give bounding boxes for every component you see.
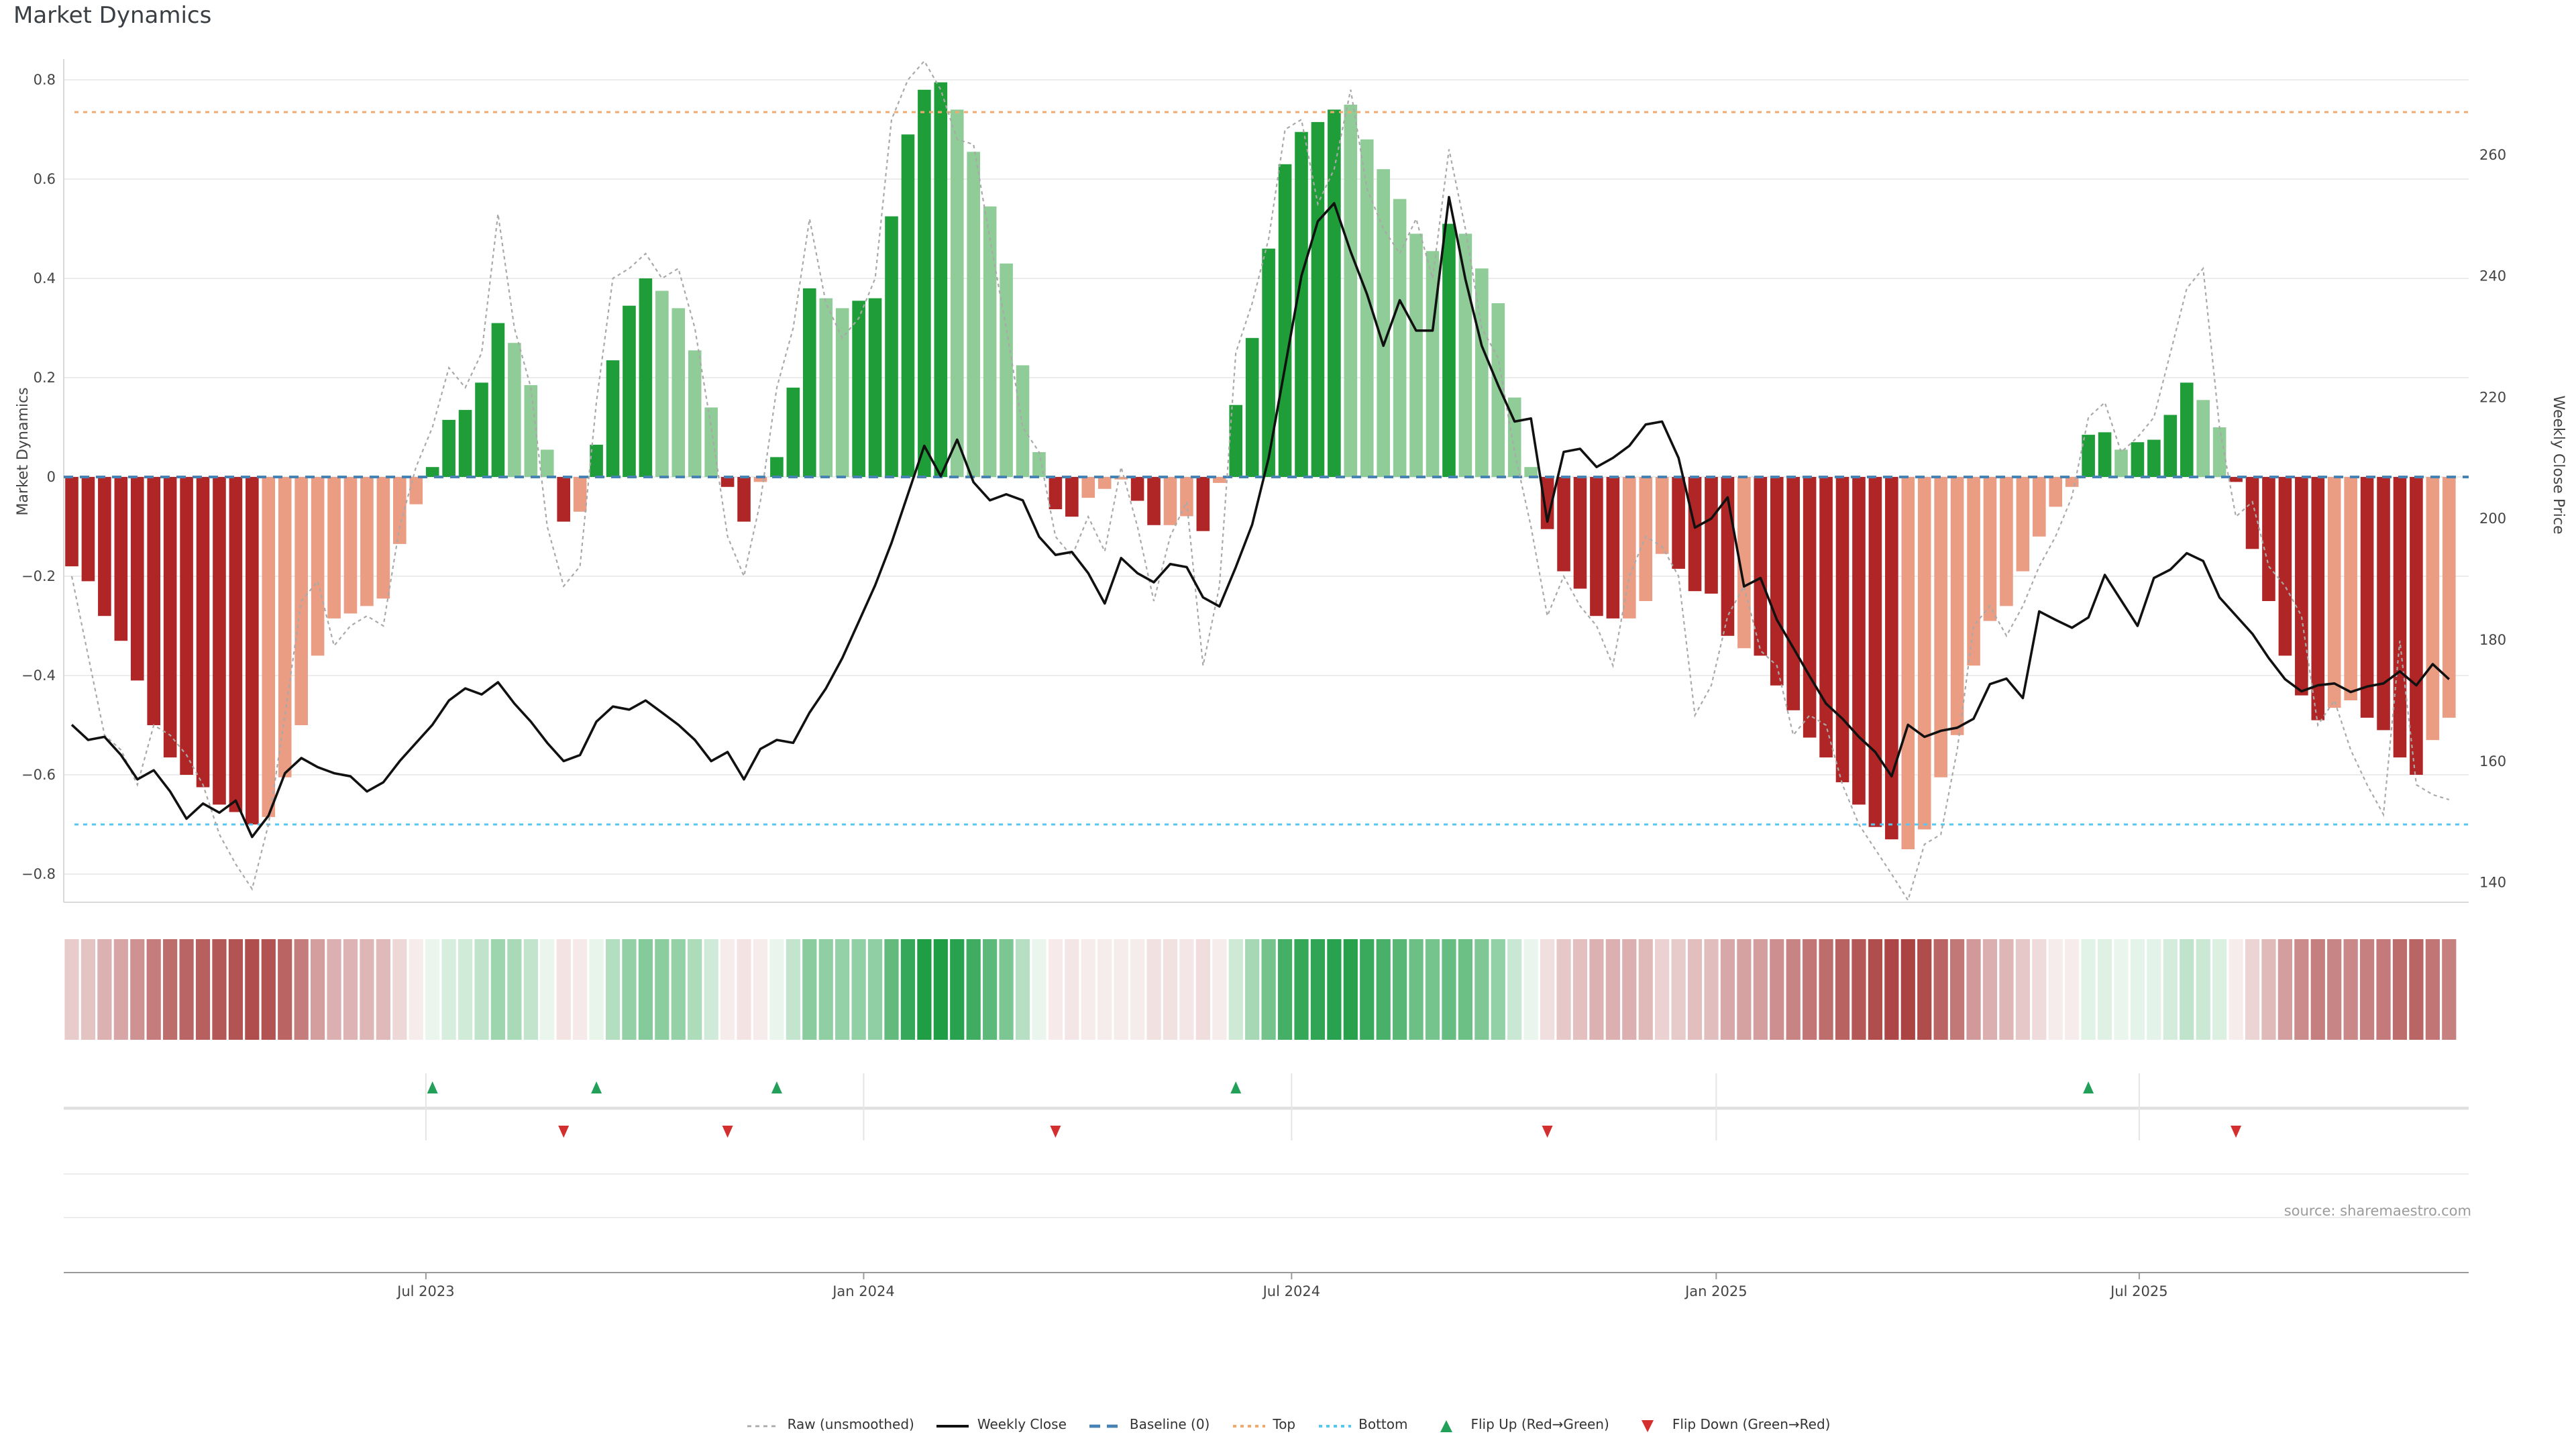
legend-item: Baseline (0) [1088,1418,1210,1433]
legend-item: Bottom [1317,1418,1408,1433]
legend-item: Raw (unsmoothed) [746,1418,914,1433]
svg-text:260: 260 [2479,147,2506,163]
x-tick-label: Jul 2023 [396,1283,454,1299]
legend-item-label: Baseline (0) [1129,1418,1210,1433]
legend-item-label: Raw (unsmoothed) [787,1418,914,1433]
red-down-triangle [1642,1419,1654,1432]
legend-item: Flip Up (Red→Green) [1430,1418,1609,1433]
legend-item: Weekly Close [936,1418,1067,1433]
legend-item: Flip Down (Green→Red) [1631,1418,1831,1433]
dashed-gray-line [747,1424,780,1427]
svg-text:−0.6: −0.6 [21,767,56,783]
legend-item-label: Bottom [1358,1418,1408,1433]
right-axis-ticks: 140 160 180 200 220 240 260 [2479,147,2506,891]
flip-up-markers [427,1081,2094,1093]
x-tick-label: Jul 2025 [2109,1283,2167,1299]
legend-item-label: Top [1273,1418,1296,1433]
legend-item-label: Weekly Close [977,1418,1067,1433]
svg-text:0.8: 0.8 [34,72,56,88]
flip-down-markers [558,1126,2242,1138]
left-axis-ticks: 0.8 0.6 0.4 0.2 0 −0.2 −0.4 −0.6 −0.8 [21,72,56,882]
svg-text:−0.8: −0.8 [21,866,56,882]
legend-item: Top [1231,1418,1295,1433]
source-note: source: sharemaestro.com [2284,1203,2471,1220]
x-tick-label: Jan 2025 [1684,1283,1748,1299]
marker-panel-tick-gridlines [425,1073,2140,1140]
orange-dots [1232,1424,1265,1427]
green-up-triangle [1440,1419,1453,1432]
svg-text:160: 160 [2479,753,2506,769]
svg-text:220: 220 [2479,389,2506,405]
svg-text:0.4: 0.4 [34,270,56,286]
market-dynamics-figure: 0.8 0.6 0.4 0.2 0 −0.2 −0.4 −0.6 −0.8 140 160 180 20… [21,59,2506,1299]
legend-item-label: Flip Down (Green→Red) [1672,1418,1831,1433]
raw-series-line [70,60,2450,902]
chart-legend: Raw (unsmoothed) Weekly Close Baseline (0)… [0,1418,2576,1433]
cyan-dots [1318,1424,1351,1427]
heatmap-strip [64,939,2457,1040]
svg-text:180: 180 [2479,632,2506,648]
blue-dashes [1089,1424,1122,1428]
svg-text:0.2: 0.2 [34,370,56,386]
weekly-close-line [70,196,2451,839]
svg-text:200: 200 [2479,511,2506,527]
solid-black-line [936,1424,969,1427]
dynamics-bars [65,82,2456,849]
svg-text:0.6: 0.6 [34,171,56,187]
page-title: Market Dynamics [13,3,212,30]
legend-item-label: Flip Up (Red→Green) [1470,1418,1609,1433]
svg-text:−0.2: −0.2 [21,568,56,584]
x-tick-label: Jan 2024 [831,1283,895,1299]
svg-text:0: 0 [47,469,56,485]
svg-text:−0.4: −0.4 [21,667,56,684]
x-axis-ticks: Jul 2023 Jan 2024 Jul 2024 Jan 2025 Jul 2025 [396,1273,2168,1299]
svg-text:140: 140 [2479,875,2506,891]
svg-text:240: 240 [2479,268,2506,284]
x-tick-label: Jul 2024 [1262,1283,1320,1299]
